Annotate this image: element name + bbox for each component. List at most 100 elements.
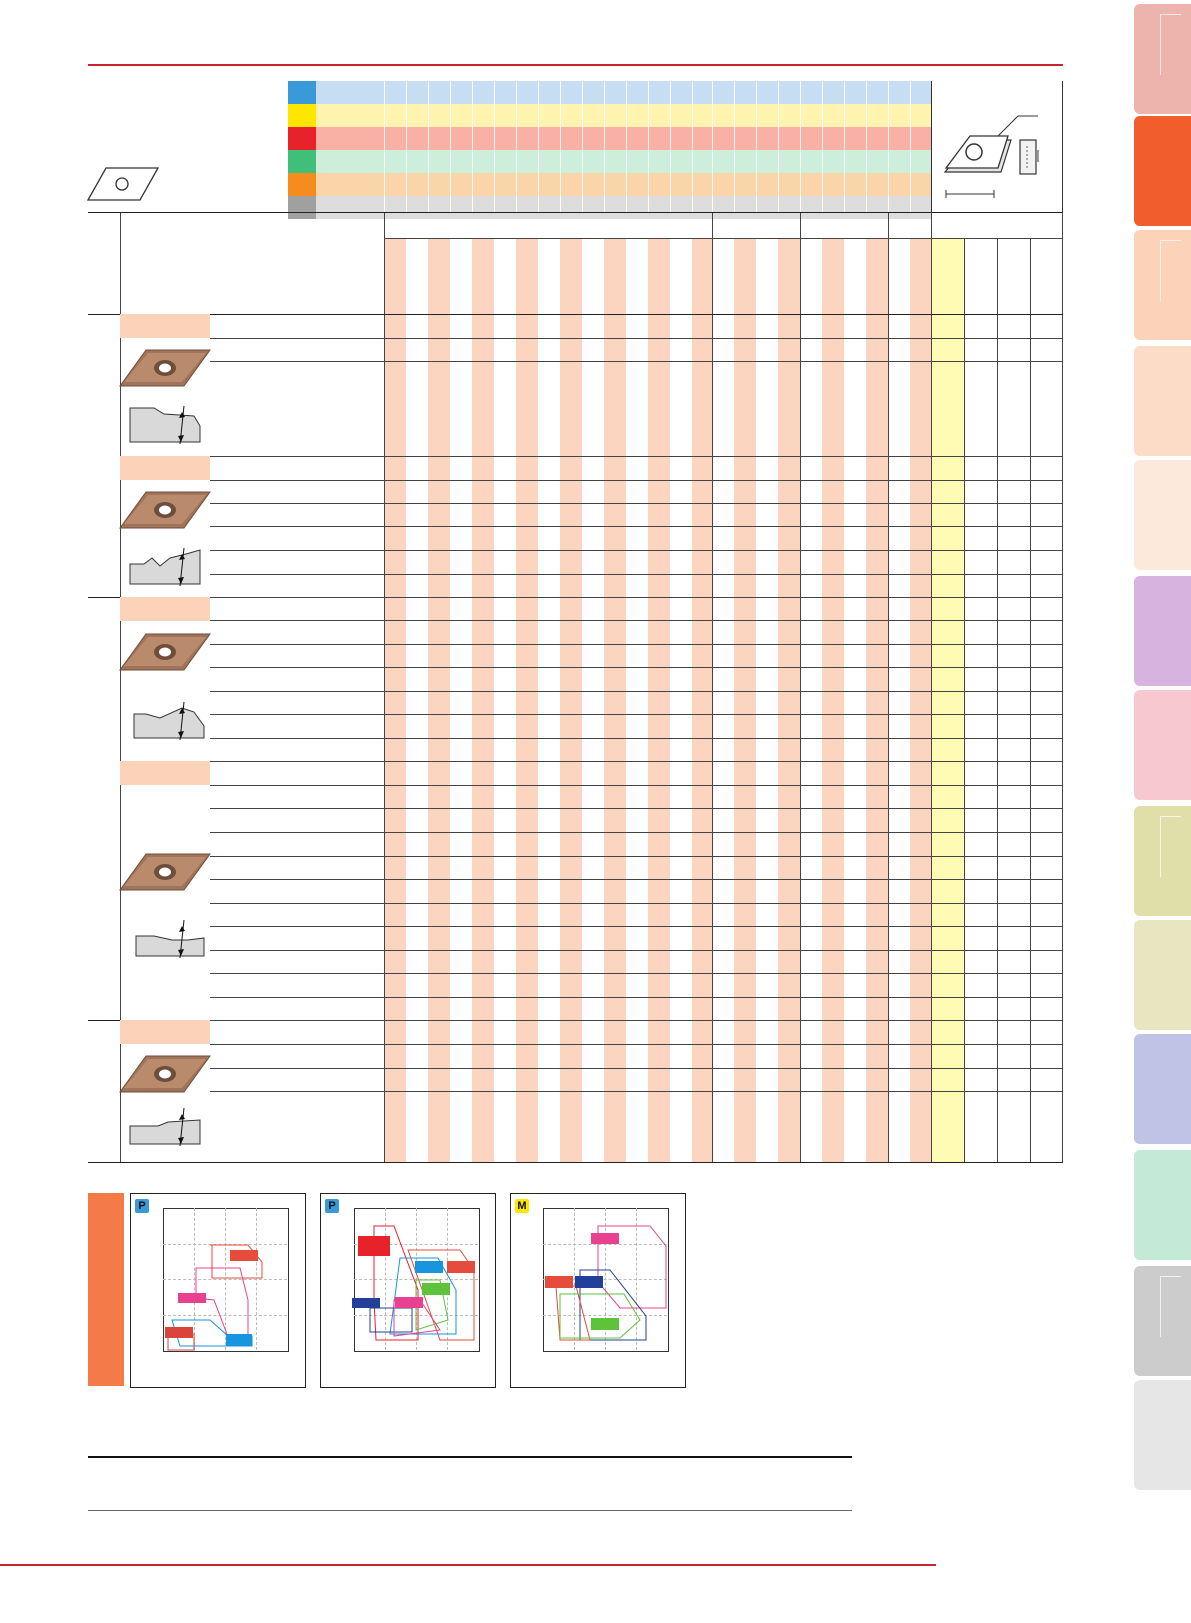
side-index-tab [1134,4,1191,114]
grade-label-box [545,1276,573,1288]
table-col-rule [931,213,932,1162]
material-chip [288,104,316,127]
header-grid-line [384,81,385,213]
table-row-rule [210,926,1062,927]
material-chip [288,173,316,196]
insert-photo-icon [119,853,211,891]
chart-plot-area [354,1208,480,1352]
material-band [316,150,931,173]
header-grid-line [450,81,451,213]
table-row-rule [210,973,1062,974]
header-grid-line [692,81,693,213]
edge-profile-icon [135,919,205,959]
header-grid-line [910,81,911,213]
header-sub-rule [384,238,931,239]
column-stripe [734,238,756,1162]
header-grid-line [604,81,605,213]
table-row-rule [210,1091,1062,1092]
header-grid-line [494,81,495,213]
section-header-band [120,761,210,785]
material-band [316,196,931,219]
table-row-rule [210,503,1062,504]
edge-profile-icon [133,701,205,741]
material-chip [288,81,316,104]
header-grid-line [516,81,517,213]
chart-gridline [163,1279,287,1281]
section-header-band [120,597,210,621]
table-row-rule [210,761,1062,762]
material-chip [288,127,316,150]
side-index-tab [1134,1150,1191,1260]
table-row-rule [210,550,1062,551]
edge-profile-icon [129,1107,201,1147]
grade-label-box [178,1293,206,1303]
grade-label-box [447,1261,475,1273]
header-grid-line [822,81,823,213]
chart-gridline [354,1279,478,1281]
application-chart-panel [88,1193,124,1386]
column-stripe [516,238,538,1162]
column-stripe [866,238,888,1162]
header-grid-line [406,81,407,213]
edge-profile-icon [129,547,201,587]
table-right-edge [1062,213,1063,1162]
table-row-rule [210,644,1062,645]
column-stripe [910,238,931,1162]
header-right-rule [931,81,932,213]
header-bottom-rule [88,212,1063,213]
header-grid-line [712,81,713,213]
column-stripe [384,238,406,1162]
chart-gridline [163,1314,287,1317]
header-grid-line [648,81,649,213]
edge-profile-icon [129,405,201,445]
header-grid-line [538,81,539,213]
header-grid-line [582,81,583,213]
table-col-rule [384,213,385,1162]
section-header-band [120,456,210,480]
column-stripe [778,238,800,1162]
table-row-rule [210,997,1062,998]
side-index-tab [1134,690,1191,800]
insert-photo-icon [119,633,211,671]
column-stripe [472,238,494,1162]
table-row-rule [210,691,1062,692]
table-row-rule [210,1020,1062,1021]
table-row-rule [210,620,1062,621]
footer-rule-2 [88,1510,852,1511]
tab-mark [1160,240,1181,301]
grade-label-box [165,1327,193,1338]
table-row-rule [210,526,1062,527]
side-index-tab [1134,116,1191,226]
bottom-rule [0,1564,936,1566]
section-header-band [120,1020,210,1044]
table-col-rule [800,213,801,1162]
group-rule [88,597,120,598]
table-col-rule [997,238,998,1162]
tab-mark [1160,816,1181,877]
material-chip [288,150,316,173]
table-row-rule [210,714,1062,715]
recommended-column [931,238,964,1162]
table-row-rule [210,597,1062,598]
top-rule [88,64,1063,66]
insert-dimension-diagram-icon [943,115,1039,198]
side-index-tab [1134,1380,1191,1490]
rhombic-insert-outline-icon [86,167,160,201]
table-row-rule [210,950,1062,951]
header-right-edge [1062,81,1063,213]
table-row-rule [210,1044,1062,1045]
side-index-tab [1134,460,1191,570]
header-grid-line [778,81,779,213]
side-index-tab [1134,576,1191,686]
table-row-rule [210,338,1062,339]
table-row-rule [210,1068,1062,1069]
table-row-rule [210,785,1062,786]
side-index-tab [1134,346,1191,456]
table-row-rule [210,667,1062,668]
column-stripe [604,238,626,1162]
material-band [316,127,931,150]
side-index-tab [1134,1266,1191,1376]
header-grid-line [560,81,561,213]
table-row-rule [210,456,1062,457]
header-grid-line [844,81,845,213]
